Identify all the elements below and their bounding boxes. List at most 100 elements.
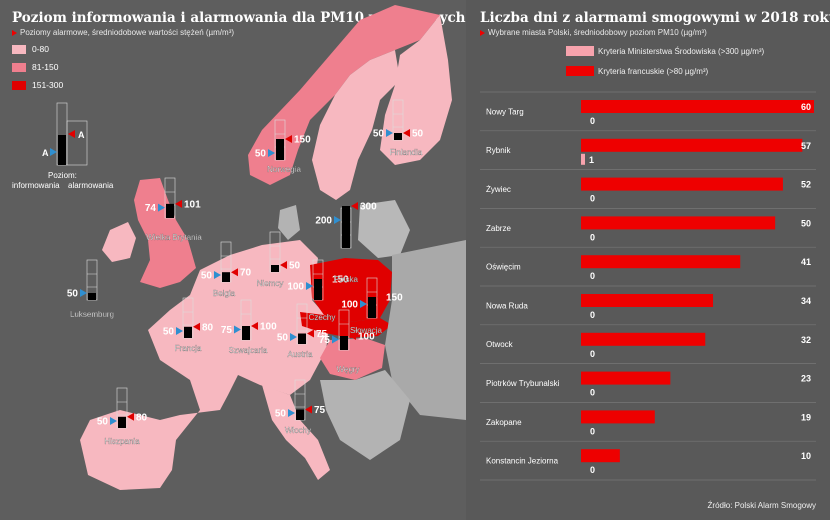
category-label: Zabrze: [486, 224, 511, 233]
info-value: 50: [67, 289, 79, 300]
country-label: Hiszpania: [104, 437, 140, 446]
info-arrow-icon: [386, 129, 393, 137]
alarm-value: 70: [240, 268, 252, 279]
key-label-info: informowania: [12, 181, 60, 190]
legend-label: 151-300: [32, 80, 64, 90]
info-value: 50: [201, 271, 213, 282]
value-label-ministry: 1: [589, 155, 594, 165]
map-region-balkans: [320, 370, 410, 460]
chart-title: Liczba dni z alarmami smogowymi w 2018 r…: [480, 10, 830, 26]
value-label-french: 34: [801, 296, 811, 306]
bar-french: [581, 138, 803, 152]
info-arrow-icon: [50, 148, 57, 156]
chart-legend-ministry: Kryteria Ministerstwa Środowiska (>300 µ…: [566, 46, 764, 56]
bar-french: [581, 294, 714, 307]
info-value: 50: [373, 129, 385, 140]
marker-bar: [296, 409, 304, 420]
alarm-value: 101: [184, 199, 201, 210]
country-label: Szwajcaria: [229, 346, 268, 355]
alarm-arrow-icon: [377, 293, 384, 301]
map-region-baltics: [358, 200, 410, 258]
bar-french: [581, 371, 671, 385]
map-panel: Poziom informowania i alarmowania dla PM…: [12, 5, 528, 490]
legend-swatch: [566, 66, 594, 76]
value-label-french: 23: [801, 374, 811, 384]
value-label-ministry: 0: [590, 232, 595, 242]
legend-label: Kryteria francuskie (>80 µg/m³): [598, 67, 709, 76]
map-region-czechia-slovakia: [300, 312, 392, 338]
alarm-arrow-icon: [323, 275, 330, 283]
alarm-value: 80: [136, 412, 148, 423]
value-label-ministry: 0: [590, 465, 595, 475]
value-label-french: 41: [801, 257, 811, 267]
marker-bar: [368, 297, 376, 318]
bar-french: [581, 100, 814, 113]
info-value: 50: [255, 149, 267, 160]
country-label: Francja: [175, 344, 202, 353]
source-note: Źródło: Polski Alarm Smogowy: [707, 501, 816, 510]
triangle-icon: [12, 29, 17, 36]
info-arrow-icon: [360, 300, 367, 308]
marker-bar: [276, 139, 284, 160]
alarm-arrow-icon: [403, 129, 410, 137]
info-arrow-icon: [306, 282, 313, 290]
key-marker-a: A: [42, 148, 49, 158]
value-label-french: 57: [801, 141, 811, 151]
bar-french: [581, 449, 620, 463]
key-bar: [58, 135, 66, 165]
value-label-french: 50: [801, 218, 811, 228]
alarm-value: 50: [412, 129, 424, 140]
alarm-arrow-icon: [280, 261, 287, 269]
country-label: Belgia: [213, 289, 236, 298]
legend-swatch: [12, 63, 26, 73]
info-arrow-icon: [214, 271, 221, 279]
info-arrow-icon: [80, 289, 87, 297]
category-label: Otwock: [486, 340, 514, 349]
value-label-ministry: 0: [590, 116, 595, 126]
key-label-alarm: alarmowania: [68, 181, 114, 190]
marker-bar: [222, 272, 230, 282]
category-label: Rybnik: [486, 146, 511, 155]
info-value: 100: [287, 282, 304, 293]
alarm-arrow-icon: [127, 412, 134, 421]
marker-bar: [88, 293, 96, 300]
legend-item-mid: 81-150: [12, 62, 58, 73]
chart-legend-french: Kryteria francuskie (>80 µg/m³): [566, 66, 709, 76]
legend-label: 0-80: [32, 44, 50, 54]
legend-key-marker: A A Poziom:informowania alarmowania: [12, 102, 114, 190]
map-region-hungary: [320, 338, 385, 380]
info-arrow-icon: [332, 335, 339, 344]
info-arrow-icon: [158, 203, 165, 212]
value-label-ministry: 0: [590, 426, 595, 436]
info-value: 74: [145, 203, 157, 214]
map-region-ireland: [102, 222, 136, 262]
info-arrow-icon: [334, 216, 341, 224]
marker-bar: [242, 326, 250, 340]
chart-panel: Liczba dni z alarmami smogowymi w 2018 r…: [466, 0, 830, 520]
marker-bar: [298, 333, 306, 344]
triangle-icon: [480, 29, 485, 36]
country-label: Luksemburg: [70, 310, 114, 319]
alarm-value: 75: [314, 405, 326, 416]
alarm-value: 50: [289, 261, 301, 272]
map-region-denmark: [278, 205, 300, 240]
map-subtitle: Poziomy alarmowe, średniodobowe wartości…: [12, 28, 234, 37]
marker-bar: [184, 326, 192, 338]
info-arrow-icon: [110, 417, 117, 425]
map-region-norway: [248, 5, 440, 185]
map-region-finland: [380, 15, 452, 165]
category-label: Zakopane: [486, 418, 522, 427]
key-label-info: Poziom:: [48, 171, 77, 180]
alarm-arrow-icon: [307, 329, 314, 338]
info-value: 50: [277, 333, 289, 344]
key-frame: [66, 120, 88, 166]
country-label: Słowacja: [350, 326, 383, 335]
map-region-italy: [262, 385, 330, 480]
legend-swatch: [566, 46, 594, 56]
country-label: Włochy: [285, 426, 311, 435]
country-label: Polska: [334, 275, 359, 284]
chart-subtitle-text: Wybrane miasta Polski, średniodobowy poz…: [488, 28, 707, 37]
marker-bar: [340, 336, 348, 350]
alarm-value: 150: [332, 275, 349, 286]
